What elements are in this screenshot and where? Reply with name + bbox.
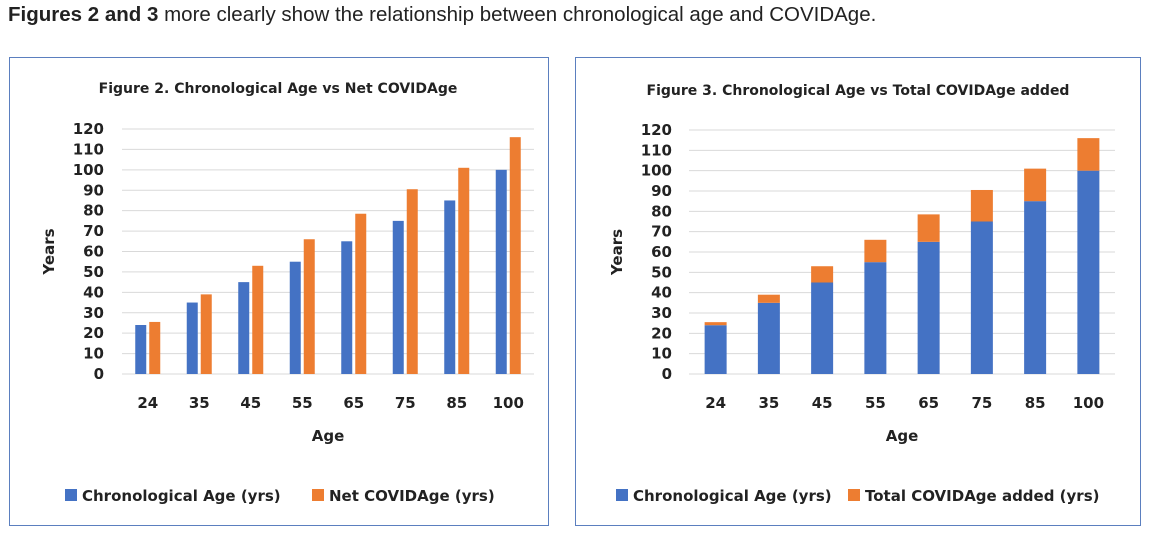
chart-2-y-tick-label: 20	[651, 324, 672, 342]
chart-2-x-tick-label: 75	[971, 394, 992, 412]
chart-1-y-tick-label: 90	[83, 181, 104, 199]
page-heading: Figures 2 and 3 more clearly show the re…	[8, 3, 876, 27]
chart-2-y-tick-label: 120	[641, 121, 672, 139]
chart-2-y-tick-label: 30	[651, 304, 672, 322]
chart-1-y-axis-label: Years	[40, 228, 58, 275]
chart-1-bar-chronological-45	[238, 282, 250, 374]
chart-1-bar-covidage-85	[458, 167, 470, 374]
chart-1-bar-chronological-65	[341, 241, 353, 374]
chart-2-x-tick-label: 24	[705, 394, 726, 412]
chart-1-y-tick-label: 70	[83, 222, 104, 240]
chart-1-x-tick-label: 35	[189, 394, 210, 412]
chart-1-bar-chronological-55	[289, 261, 301, 374]
chart-1-bar-covidage-45	[252, 265, 264, 374]
chart-2-bar-covidage-added-85	[1024, 168, 1047, 202]
chart-1-bar-covidage-100	[509, 137, 521, 374]
chart-1-bar-chronological-75	[392, 220, 404, 374]
chart-1-y-tick-label: 40	[83, 283, 104, 301]
chart-2-y-tick-label: 110	[641, 141, 672, 159]
chart-1-bar-covidage-24	[149, 321, 161, 374]
chart-2-bar-chronological-100	[1077, 170, 1100, 374]
chart-2-y-tick-label: 10	[651, 345, 672, 363]
chart-2-bar-chronological-24	[704, 325, 727, 374]
chart-2-x-tick-label: 35	[758, 394, 779, 412]
chart-1-bar-covidage-65	[355, 213, 367, 374]
chart-1-bar-chronological-24	[135, 325, 147, 374]
chart-1-bar-covidage-75	[406, 189, 418, 374]
figure-3-panel: Figure 3. Chronological Age vs Total COV…	[575, 57, 1141, 526]
chart-2-bar-chronological-55	[864, 262, 887, 374]
chart-1-x-tick-label: 65	[343, 394, 364, 412]
chart-2-bar-chronological-65	[917, 241, 940, 374]
chart-2-bar-covidage-added-24	[704, 322, 727, 326]
chart-1-y-tick-label: 60	[83, 243, 104, 261]
chart-1-y-tick-label: 80	[83, 202, 104, 220]
chart-1-x-tick-label: 85	[446, 394, 467, 412]
chart-2-x-tick-label: 85	[1025, 394, 1046, 412]
chart-2-y-tick-label: 70	[651, 223, 672, 241]
chart-1-legend-swatch-1	[312, 489, 324, 501]
chart-2-x-tick-label: 55	[865, 394, 886, 412]
chart-1-bar-chronological-100	[495, 169, 507, 374]
chart-2-bar-covidage-added-55	[864, 239, 887, 263]
chart-2-bar-chronological-85	[1024, 201, 1047, 374]
chart-1-legend-label-0: Chronological Age (yrs)	[82, 487, 281, 505]
chart-1-y-tick-label: 0	[94, 365, 104, 383]
chart-1-legend-label-1: Net COVIDAge (yrs)	[329, 487, 495, 505]
chart-1-bar-chronological-85	[444, 200, 456, 374]
chart-1-bar-covidage-55	[303, 239, 315, 374]
chart-2-legend-label-0: Chronological Age (yrs)	[633, 487, 832, 505]
chart-2-bar-chronological-35	[757, 302, 780, 374]
chart-2-bar-covidage-added-100	[1077, 138, 1100, 171]
chart-2-bar-covidage-added-65	[917, 214, 940, 242]
chart-1-x-tick-label: 100	[493, 394, 524, 412]
chart-2-title: Figure 3. Chronological Age vs Total COV…	[647, 83, 1070, 99]
heading-rest: more clearly show the relationship betwe…	[158, 3, 877, 26]
chart-1-y-tick-label: 100	[73, 161, 104, 179]
chart-2-x-axis-label: Age	[886, 427, 919, 445]
chart-2-y-tick-label: 90	[651, 182, 672, 200]
chart-2-x-tick-label: 100	[1073, 394, 1104, 412]
chart-2-x-tick-label: 65	[918, 394, 939, 412]
chart-1-bar-covidage-35	[200, 294, 212, 374]
chart-1-x-tick-label: 55	[292, 394, 313, 412]
chart-2-bar-chronological-75	[970, 221, 993, 374]
chart-1-x-axis-label: Age	[312, 427, 345, 445]
chart-2-y-tick-label: 0	[662, 365, 672, 383]
chart-1-legend-swatch-0	[65, 489, 77, 501]
chart-2-y-tick-label: 40	[651, 284, 672, 302]
chart-2-y-tick-label: 80	[651, 202, 672, 220]
chart-1-bar-chronological-35	[186, 302, 198, 374]
chart-2-y-axis-label: Years	[608, 229, 626, 276]
chart-2-legend-label-1: Total COVIDAge added (yrs)	[865, 487, 1100, 505]
heading-bold: Figures 2 and 3	[8, 3, 159, 26]
chart-2-bar-covidage-added-75	[970, 189, 993, 222]
chart-1-y-tick-label: 120	[73, 120, 104, 138]
chart-2-bar-chronological-45	[811, 282, 834, 374]
chart-1-y-tick-label: 30	[83, 304, 104, 322]
chart-1-x-tick-label: 45	[240, 394, 261, 412]
chart-2-legend-swatch-0	[616, 489, 628, 501]
chart-1-y-tick-label: 20	[83, 324, 104, 342]
chart-2-y-tick-label: 60	[651, 243, 672, 261]
chart-1-y-tick-label: 10	[83, 345, 104, 363]
chart-2-x-tick-label: 45	[812, 394, 833, 412]
chart-2-bar-covidage-added-45	[811, 266, 834, 283]
chart-2-y-tick-label: 100	[641, 162, 672, 180]
chart-2-legend-swatch-1	[848, 489, 860, 501]
chart-1-x-tick-label: 75	[395, 394, 416, 412]
chart-1-y-tick-label: 50	[83, 263, 104, 281]
chart-1-y-tick-label: 110	[73, 140, 104, 158]
chart-1-x-tick-label: 24	[137, 394, 158, 412]
figure-2-panel: Figure 2. Chronological Age vs Net COVID…	[9, 57, 549, 526]
figure-2-chart: Figure 2. Chronological Age vs Net COVID…	[40, 81, 534, 505]
chart-2-bar-covidage-added-35	[757, 294, 780, 303]
chart-2-y-tick-label: 50	[651, 263, 672, 281]
chart-1-title: Figure 2. Chronological Age vs Net COVID…	[99, 81, 458, 97]
figure-3-chart: Figure 3. Chronological Age vs Total COV…	[608, 83, 1115, 505]
